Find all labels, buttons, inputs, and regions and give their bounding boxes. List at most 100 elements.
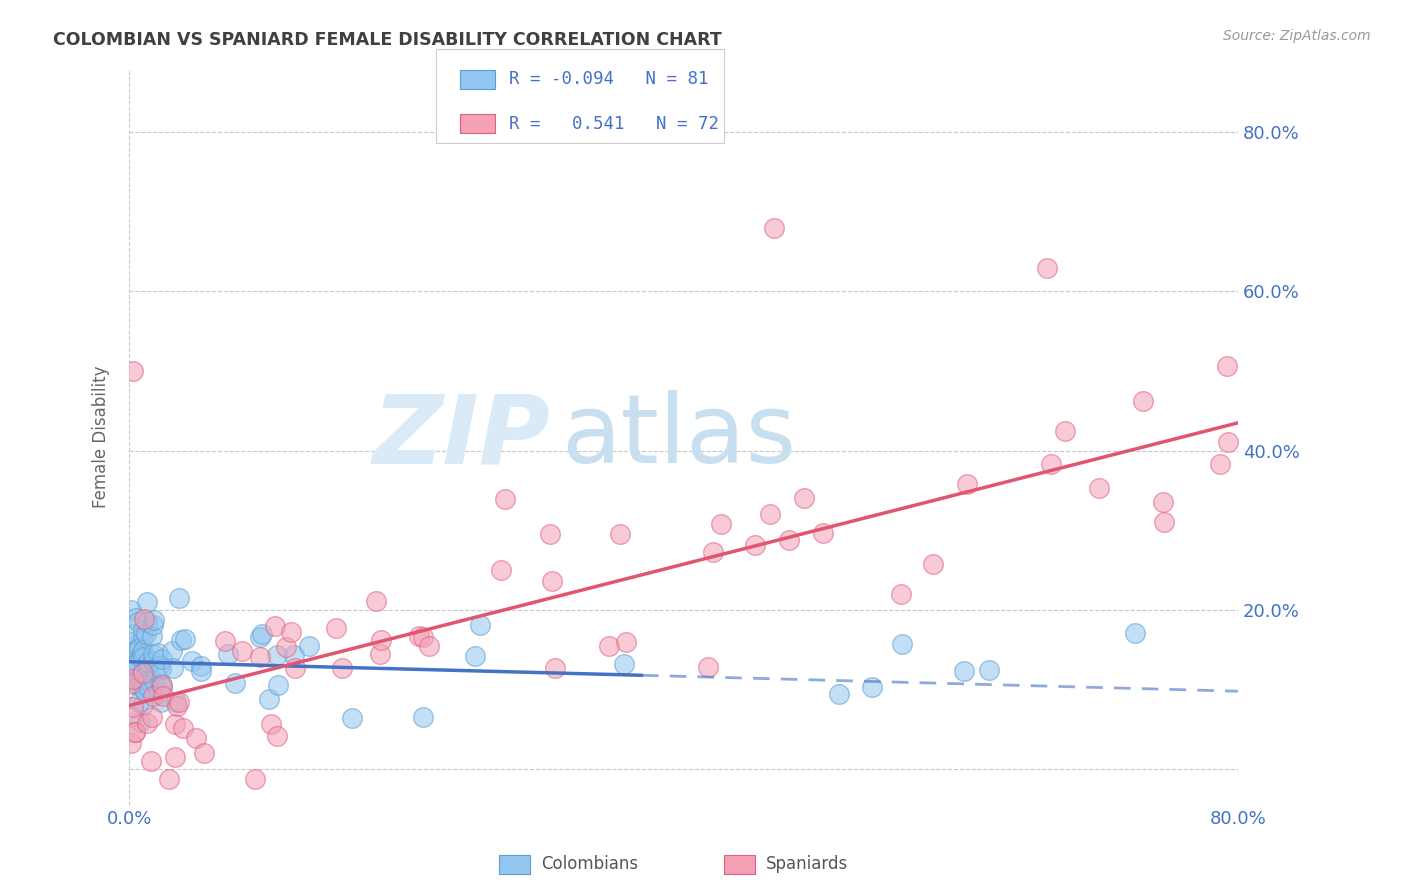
Point [224, 676, 246, 690]
Point [260, 717, 283, 731]
Point [1123, 626, 1146, 640]
Point [263, 618, 285, 632]
Point [121, 635, 143, 649]
Point [132, 650, 155, 665]
Point [249, 631, 271, 645]
Point [364, 594, 387, 608]
Point [127, 615, 149, 629]
Point [125, 611, 148, 625]
Point [142, 614, 165, 628]
Point [129, 714, 152, 729]
Point [259, 691, 281, 706]
Point [283, 648, 305, 662]
Point [135, 668, 157, 682]
Point [122, 699, 145, 714]
Point [120, 640, 142, 655]
Point [190, 659, 212, 673]
Point [538, 527, 561, 541]
Point [184, 731, 207, 745]
Point [150, 695, 173, 709]
Point [1152, 494, 1174, 508]
Point [408, 629, 430, 643]
Point [120, 709, 142, 723]
Point [952, 664, 974, 678]
Point [141, 754, 163, 768]
Point [1132, 393, 1154, 408]
Point [152, 652, 174, 666]
Point [124, 725, 146, 739]
Point [1216, 359, 1239, 373]
Point [276, 640, 298, 655]
Text: COLOMBIAN VS SPANIARD FEMALE DISABILITY CORRELATION CHART: COLOMBIAN VS SPANIARD FEMALE DISABILITY … [53, 31, 723, 49]
Point [150, 662, 173, 676]
Point [135, 627, 157, 641]
Point [138, 673, 160, 688]
Point [162, 661, 184, 675]
Point [132, 682, 155, 697]
Point [148, 659, 170, 673]
Point [412, 630, 434, 644]
Point [141, 710, 163, 724]
Point [138, 681, 160, 696]
Point [136, 615, 159, 629]
Point [142, 648, 165, 662]
Y-axis label: Female Disability: Female Disability [93, 366, 110, 508]
Point [1053, 425, 1076, 439]
Point [609, 526, 631, 541]
Point [170, 632, 193, 647]
Point [280, 624, 302, 639]
Point [297, 639, 319, 653]
Point [330, 661, 353, 675]
Point [1153, 515, 1175, 529]
Point [249, 649, 271, 664]
Point [494, 491, 516, 506]
Point [146, 687, 169, 701]
Point [141, 629, 163, 643]
Point [710, 516, 733, 531]
Point [122, 666, 145, 681]
Point [696, 660, 718, 674]
Point [370, 632, 392, 647]
Point [744, 537, 766, 551]
Point [1036, 260, 1059, 275]
Point [142, 654, 165, 668]
Point [132, 642, 155, 657]
Point [811, 525, 834, 540]
Point [142, 689, 165, 703]
Point [132, 629, 155, 643]
Point [135, 715, 157, 730]
Point [120, 736, 142, 750]
Point [540, 574, 562, 588]
Point [131, 677, 153, 691]
Point [1216, 434, 1239, 449]
Point [489, 562, 512, 576]
Point [368, 647, 391, 661]
Point [340, 711, 363, 725]
Text: R = -0.094   N = 81: R = -0.094 N = 81 [509, 70, 709, 88]
Point [759, 507, 782, 521]
Point [762, 220, 785, 235]
Point [470, 617, 492, 632]
Point [598, 639, 620, 653]
Point [136, 658, 159, 673]
Point [127, 677, 149, 691]
Point [613, 657, 636, 672]
Point [146, 646, 169, 660]
Point [778, 533, 800, 547]
Point [152, 690, 174, 704]
Point [862, 681, 884, 695]
Point [134, 612, 156, 626]
Point [131, 665, 153, 680]
Point [150, 680, 173, 694]
Point [325, 621, 347, 635]
Point [136, 655, 159, 669]
Point [267, 678, 290, 692]
Point [124, 657, 146, 671]
Point [977, 663, 1000, 677]
Point [150, 678, 173, 692]
Point [193, 746, 215, 760]
Point [127, 640, 149, 655]
Point [956, 476, 979, 491]
Point [190, 665, 212, 679]
Point [544, 661, 567, 675]
